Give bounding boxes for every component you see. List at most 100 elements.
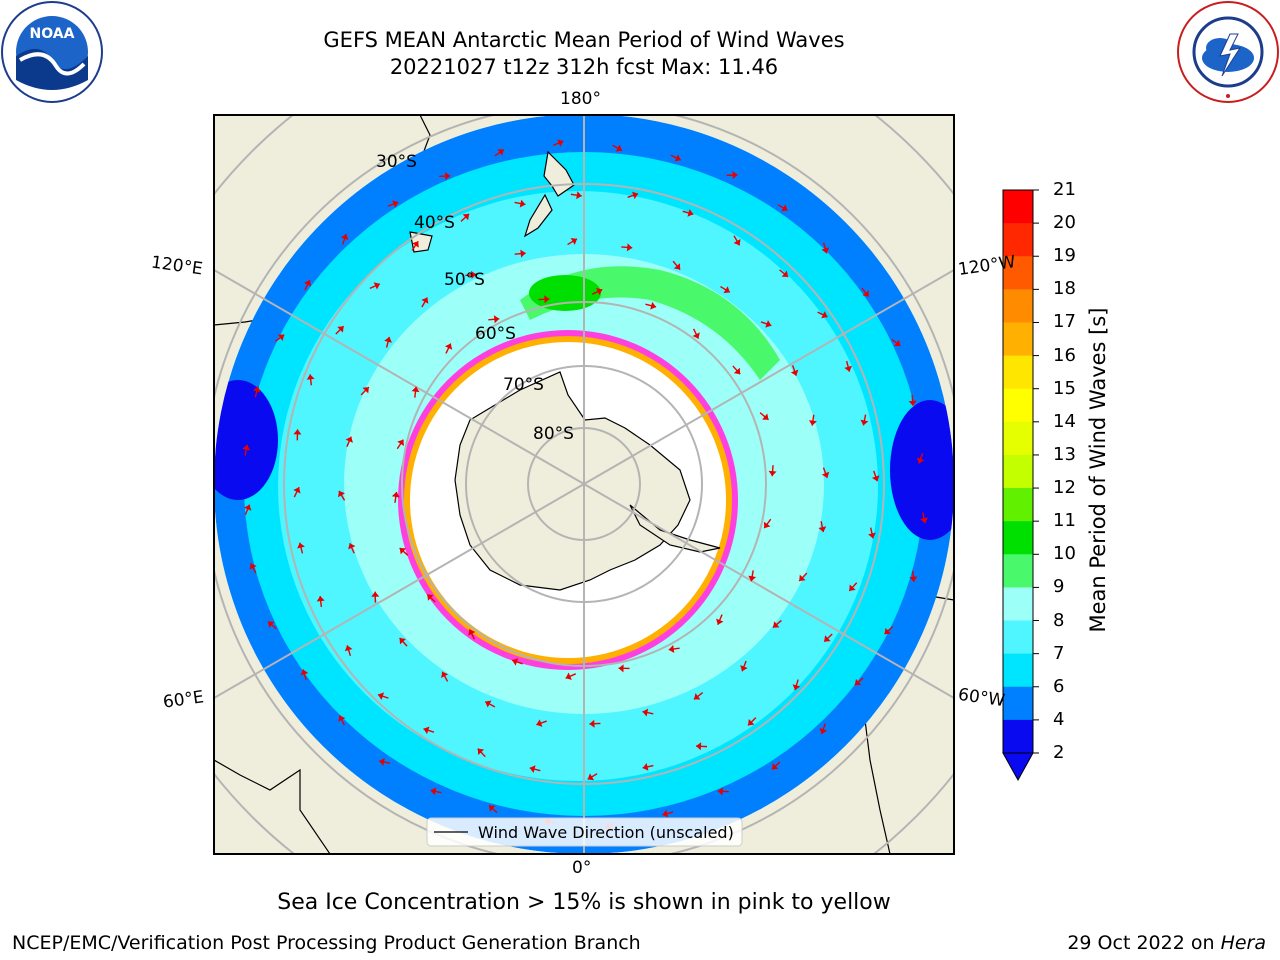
wind-arrow-head-icon	[348, 543, 356, 550]
colorbar-tick-label: 17	[1053, 311, 1076, 333]
credit-text: NCEP/EMC/Verification Post Processing Pr…	[12, 932, 641, 954]
wind-arrow-head-icon	[650, 301, 657, 310]
colorbar-tick-label: 4	[1053, 708, 1065, 730]
wind-arrow-head-icon	[908, 400, 917, 406]
wind-arrow-head-icon	[277, 334, 285, 341]
wind-arrow-head-icon	[557, 139, 564, 147]
wind-arrow-head-icon	[340, 233, 349, 240]
wind-arrow-head-icon	[243, 504, 252, 511]
wind-arrow-head-icon	[300, 669, 309, 676]
colorbar-segment	[1003, 653, 1033, 688]
wind-arrow-head-icon	[723, 286, 730, 294]
wind-arrow-head-icon	[668, 645, 675, 653]
wind-arrow-head-icon	[249, 563, 257, 570]
wind-arrow-head-icon	[397, 439, 404, 446]
wind-arrow-head-icon	[293, 487, 301, 494]
wind-arrow-head-icon	[373, 282, 380, 290]
colorbar-tick-label: 8	[1053, 609, 1065, 631]
colorbar-tick-label: 14	[1053, 410, 1076, 432]
wind-arrow-head-icon	[412, 241, 419, 248]
colorbar-tick-label: 7	[1053, 642, 1065, 664]
wind-arrow-head-icon	[871, 475, 880, 482]
wind-arrow-head-icon	[819, 727, 828, 735]
wind-arrow-head-icon	[642, 708, 649, 717]
wind-arrow-head-icon	[844, 365, 853, 372]
colorbar-tick-label: 2	[1053, 742, 1065, 763]
wind-arrow-head-icon	[399, 548, 407, 555]
noaa-logo-icon: NOAA	[1, 1, 103, 103]
wind-arrow-head-icon	[849, 584, 856, 591]
wind-arrow-head-icon	[781, 204, 788, 212]
wind-arrow-head-icon	[488, 805, 496, 812]
legend-box	[426, 817, 743, 847]
wind-arrow-head-icon	[589, 719, 595, 728]
wind-arrow-head-icon	[884, 627, 891, 635]
wind-arrow-head-icon	[894, 339, 901, 347]
date-text: 29 Oct 2022 on	[1067, 932, 1221, 954]
wind-arrow-head-icon	[338, 715, 346, 722]
colorbar-tick-label: 10	[1053, 543, 1076, 565]
wind-arrow-head-icon	[642, 762, 649, 771]
wind-arrow-head-icon	[306, 374, 315, 380]
chart-title: GEFS MEAN Antarctic Mean Period of Wind …	[323, 28, 845, 52]
wind-arrow-head-icon	[854, 678, 862, 686]
wind-arrow-head-icon	[762, 413, 769, 420]
wind-arrow-head-icon	[485, 700, 492, 708]
wind-arrow-head-icon	[570, 238, 577, 245]
lat-label-30s: 30°S	[376, 152, 417, 172]
wind-arrow-head-icon	[916, 457, 925, 464]
wind-arrow-head-icon	[379, 758, 385, 766]
antarctica-land	[454, 371, 691, 591]
wind-arrow-head-icon	[421, 297, 429, 304]
wind-arrow-head-icon	[371, 591, 380, 597]
colorbar-border	[1002, 189, 1034, 754]
colorbar-tick-label: 11	[1053, 510, 1076, 532]
noaa-logo-text: NOAA	[30, 26, 75, 42]
lat-label-70s: 70°S	[503, 375, 544, 395]
lat-label-80s: 80°S	[533, 424, 574, 444]
colorbar-tick-label: 9	[1053, 576, 1065, 598]
wind-arrow-head-icon	[384, 336, 392, 343]
nws-logo-icon	[1177, 1, 1279, 103]
colorbar-tick-label: 16	[1053, 344, 1076, 366]
wind-arrow-head-icon	[771, 763, 779, 770]
colorbar-segment	[1003, 454, 1033, 489]
wind-arrow-head-icon	[626, 243, 633, 252]
colorbar-tick-label: 6	[1053, 675, 1065, 697]
wind-arrow-head-icon	[304, 280, 312, 287]
colorbar-tick-label: 19	[1053, 245, 1076, 267]
wind-arrow-head-icon	[316, 596, 325, 602]
colorbar-segment	[1003, 388, 1033, 423]
wind-arrow-head-icon	[733, 239, 741, 246]
wind-arrow-head-icon	[587, 773, 595, 781]
chart-subtitle: 20221027 t12z 312h fcst Max: 11.46	[389, 55, 779, 79]
wind-arrow-head-icon	[821, 471, 830, 478]
wind-arrow-head-icon	[732, 171, 738, 180]
colorbar-segment	[1003, 719, 1033, 754]
wind-arrow-head-icon	[399, 637, 406, 645]
wind-arrow-head-icon	[519, 199, 526, 208]
wind-arrow-head-icon	[411, 386, 420, 393]
lat-label-40s: 40°S	[414, 213, 455, 233]
wind-arrow-head-icon	[544, 295, 550, 304]
wind-arrow-head-icon	[808, 420, 817, 426]
wind-arrow-head-icon	[632, 191, 639, 200]
colorbar-segment	[1003, 355, 1033, 390]
colorbar-tick-label: 21	[1053, 179, 1076, 200]
wind-arrow-head-icon	[695, 742, 702, 751]
colorbar-tick-label: 20	[1053, 212, 1076, 234]
wind-arrow-head-icon	[470, 270, 477, 279]
colorbar-tick-label: 15	[1053, 377, 1076, 399]
sea-ice-note: Sea Ice Concentration > 15% is shown in …	[277, 890, 891, 915]
wind-arrow-head-icon	[717, 787, 723, 796]
wind-arrow-head-icon	[338, 490, 345, 498]
wind-arrow-head-icon	[740, 665, 748, 672]
map-border	[213, 114, 955, 855]
colorbar-segment	[1003, 322, 1033, 357]
wind-arrow-head-icon	[748, 718, 755, 726]
wind-arrow-head-icon	[868, 532, 876, 539]
wind-arrow-head-icon	[768, 470, 777, 477]
wind-arrow-head-icon	[862, 290, 869, 297]
wind-arrow-head-icon	[821, 247, 830, 254]
